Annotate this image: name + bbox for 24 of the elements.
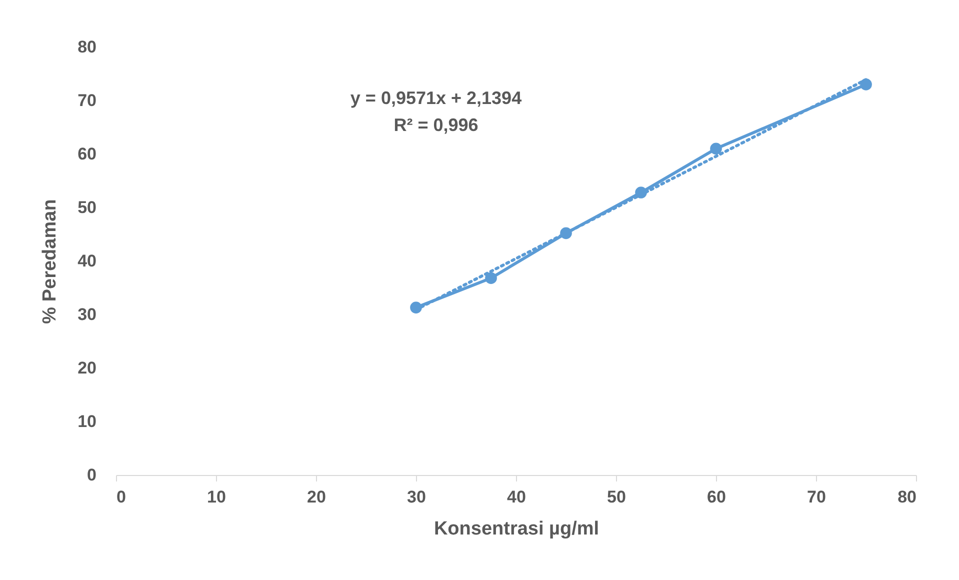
y-tick-label: 40 (78, 252, 96, 270)
y-tick-label: 10 (78, 412, 96, 431)
x-tick-label: 0 (116, 488, 126, 506)
x-tick-label: 20 (307, 488, 326, 506)
y-tick-label: 70 (78, 91, 96, 110)
y-tick-label: 50 (78, 198, 96, 217)
y-tick-label: 30 (78, 305, 96, 324)
x-tick-label: 70 (807, 488, 826, 506)
x-tick-label: 60 (707, 488, 726, 506)
annotation: R² = 0,996 (394, 115, 478, 135)
y-tick-label: 20 (78, 358, 96, 378)
y-tick-label: 80 (78, 38, 96, 56)
x-tick-label: 10 (207, 488, 226, 506)
point (485, 272, 497, 284)
annotation: y = 0,9571x + 2,1394 (350, 88, 522, 108)
y-axis-title: % Peredaman (40, 199, 61, 324)
x-axis-title: Konsentrasi µg/ml (434, 518, 600, 540)
x-tick-label: 40 (507, 488, 526, 506)
y-tick-label: 0 (87, 466, 96, 484)
point (710, 142, 722, 155)
x-tick-label: 50 (607, 488, 626, 506)
y-tick-label: 60 (78, 144, 96, 164)
x-tick-label: 80 (898, 488, 916, 506)
x-tick-label: 30 (407, 488, 426, 506)
